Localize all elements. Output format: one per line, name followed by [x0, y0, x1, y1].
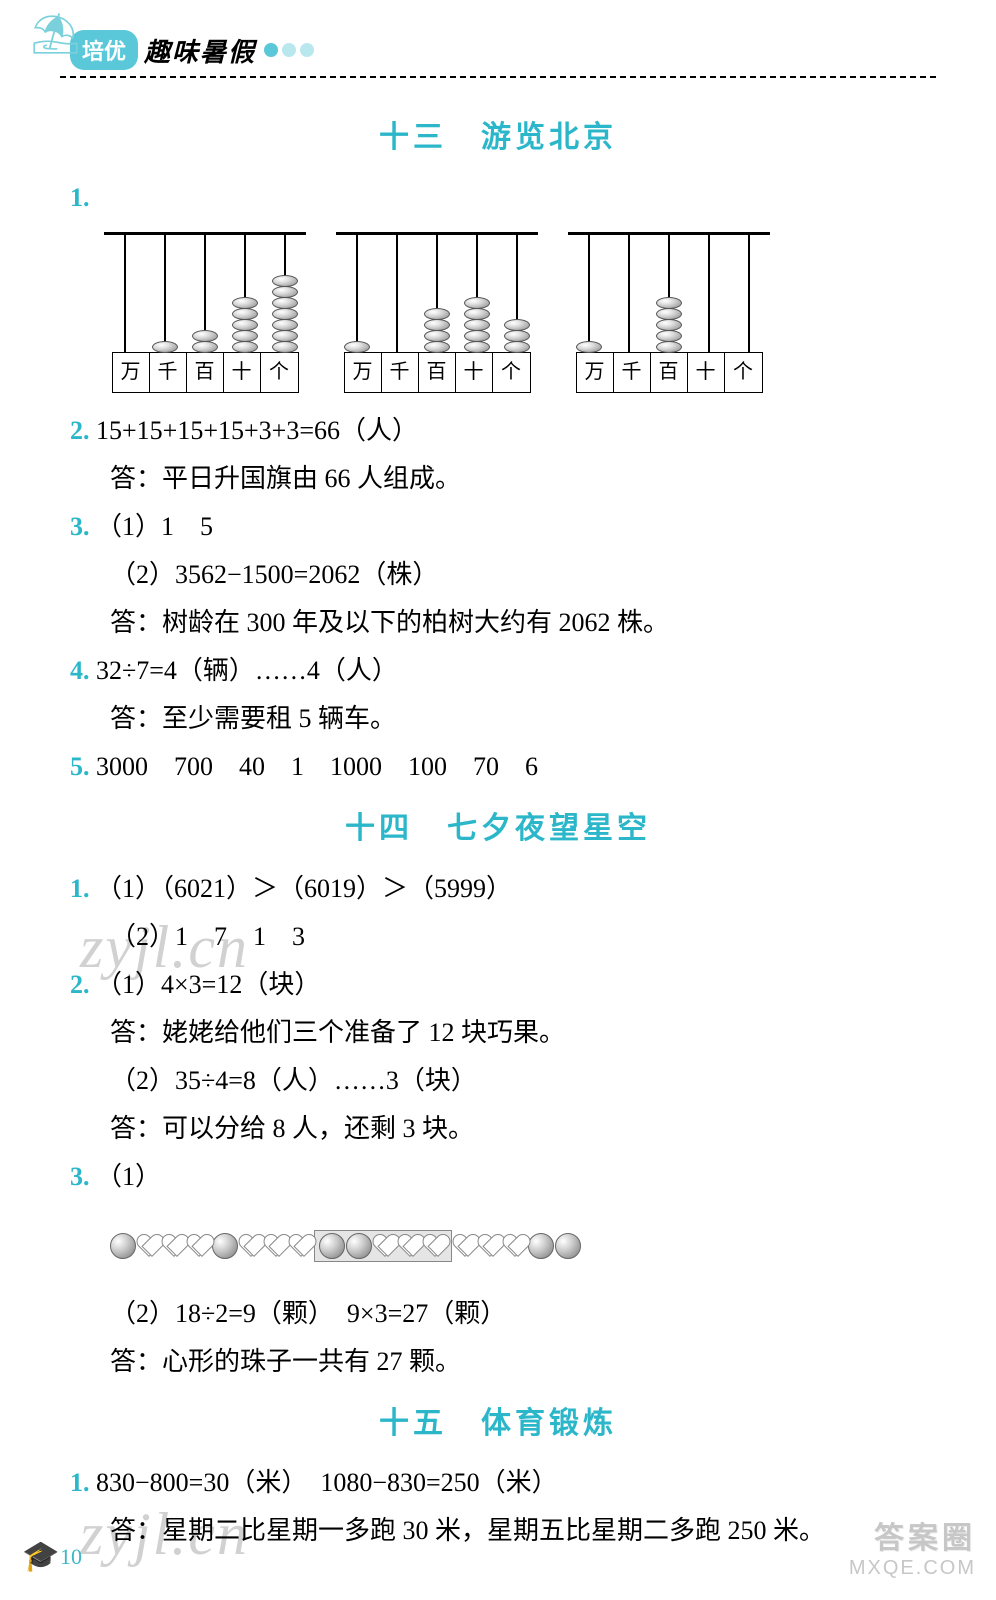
- text: （1）（6021）＞（6019）＞（5999）: [96, 874, 512, 903]
- heart-icon: [137, 1235, 161, 1257]
- heart-icon: [162, 1235, 186, 1257]
- heart-icon: [423, 1235, 447, 1257]
- corner-line2: MXQE.COM: [849, 1557, 976, 1580]
- qnum: 5.: [70, 752, 90, 781]
- ball-icon: [346, 1233, 372, 1259]
- s13-q3-2: （2）3562−1500=2062（株）: [70, 551, 926, 599]
- heart-icon: [503, 1235, 527, 1257]
- beads-pattern: [110, 1218, 926, 1274]
- section-title-14: 十四 七夕夜望星空: [70, 801, 926, 857]
- s14-q3-1: 3. （1）: [70, 1153, 926, 1201]
- s15-q1: 1. 830−800=30（米） 1080−830=250（米）: [70, 1459, 926, 1507]
- heart-icon: [453, 1235, 477, 1257]
- qnum: 1.: [70, 1468, 90, 1497]
- expr: 15+15+15+15+3+3=66（人）: [96, 416, 418, 445]
- s14-q2-1: 2. （1）4×3=12（块）: [70, 961, 926, 1009]
- heart-icon: [398, 1235, 422, 1257]
- heart-icon: [478, 1235, 502, 1257]
- repeat-box: [314, 1230, 452, 1262]
- abacus-row: 万千百十个万千百十个万千百十个: [104, 232, 926, 393]
- heart-icon: [239, 1235, 263, 1257]
- heart-icon: [264, 1235, 288, 1257]
- s13-q1: 1.: [70, 174, 926, 222]
- s13-q4: 4. 32÷7=4（辆）……4（人）: [70, 647, 926, 695]
- qnum: 1.: [70, 183, 90, 212]
- qnum: 2.: [70, 416, 90, 445]
- abacus: 万千百十个: [568, 232, 770, 393]
- qnum: 4.: [70, 656, 90, 685]
- header-dots: [264, 43, 314, 57]
- text: （1）: [96, 1162, 161, 1191]
- ball-icon: [319, 1233, 345, 1259]
- qnum: 2.: [70, 970, 90, 999]
- corner-line1: 答案圈: [849, 1513, 976, 1557]
- s14-q1-2: （2）1 7 1 3: [70, 913, 926, 961]
- heart-icon: [373, 1235, 397, 1257]
- umbrella-icon: ⛱: [30, 10, 81, 57]
- expr: 830−800=30（米） 1080−830=250（米）: [96, 1468, 558, 1497]
- qnum: 3.: [70, 512, 90, 541]
- s14-q2-1-ans: 答：姥姥给他们三个准备了 12 块巧果。: [70, 1009, 926, 1057]
- page-number: 10: [60, 1544, 82, 1570]
- s13-q3-1: 3. （1）1 5: [70, 503, 926, 551]
- page-header: ⛱ 培优 趣味暑假: [0, 0, 996, 90]
- ball-icon: [555, 1233, 581, 1259]
- s13-q5: 5. 3000 700 40 1 1000 100 70 6: [70, 743, 926, 791]
- abacus: 万千百十个: [336, 232, 538, 393]
- ball-icon: [110, 1233, 136, 1259]
- expr: 32÷7=4（辆）……4（人）: [96, 656, 398, 685]
- s15-q1-ans: 答：星期二比星期一多跑 30 米，星期五比星期二多跑 250 米。: [70, 1507, 926, 1555]
- text: （1）1 5: [96, 512, 213, 541]
- section-title-13: 十三 游览北京: [70, 110, 926, 166]
- corner-watermark: 答案圈 MXQE.COM: [849, 1513, 976, 1580]
- dot-icon: [264, 43, 278, 57]
- ball-icon: [212, 1233, 238, 1259]
- heart-icon: [187, 1235, 211, 1257]
- s14-q2-2: （2）35÷4=8（人）……3（块）: [70, 1057, 926, 1105]
- dot-icon: [282, 43, 296, 57]
- content: 十三 游览北京 1. 万千百十个万千百十个万千百十个 2. 15+15+15+1…: [0, 90, 996, 1555]
- text: （1）4×3=12（块）: [96, 970, 320, 999]
- s13-q2: 2. 15+15+15+15+3+3=66（人）: [70, 407, 926, 455]
- heart-icon: [289, 1235, 313, 1257]
- header-text: 趣味暑假: [144, 32, 256, 69]
- s14-q3-2: （2）18÷2=9（颗） 9×3=27（颗）: [70, 1290, 926, 1338]
- s13-q4-ans: 答：至少需要租 5 辆车。: [70, 695, 926, 743]
- s13-q3-ans: 答：树龄在 300 年及以下的柏树大约有 2062 株。: [70, 599, 926, 647]
- section-title-15: 十五 体育锻炼: [70, 1396, 926, 1452]
- abacus: 万千百十个: [104, 232, 306, 393]
- dot-icon: [300, 43, 314, 57]
- s14-q1-1: 1. （1）（6021）＞（6019）＞（5999）: [70, 865, 926, 913]
- s14-q2-2-ans: 答：可以分给 8 人，还剩 3 块。: [70, 1105, 926, 1153]
- header-divider: [60, 76, 936, 78]
- ball-icon: [528, 1233, 554, 1259]
- footer-icon: 🎓: [22, 1539, 59, 1574]
- qnum: 3.: [70, 1162, 90, 1191]
- s13-q2-ans: 答：平日升国旗由 66 人组成。: [70, 455, 926, 503]
- header-title-block: 培优 趣味暑假: [70, 30, 314, 70]
- vals: 3000 700 40 1 1000 100 70 6: [96, 752, 538, 781]
- s14-q3-ans: 答：心形的珠子一共有 27 颗。: [70, 1338, 926, 1386]
- qnum: 1.: [70, 874, 90, 903]
